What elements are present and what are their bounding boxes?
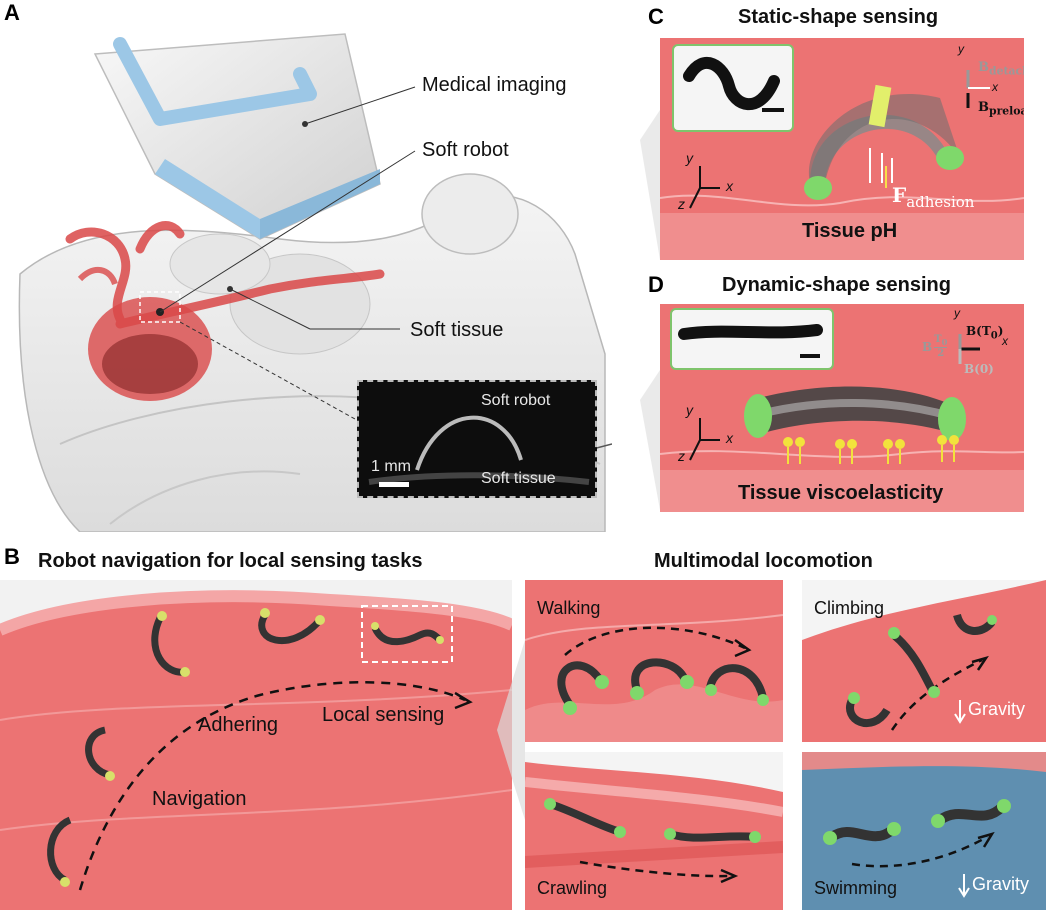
c-axis-y: y	[686, 150, 693, 166]
b-half-den: 2	[937, 348, 945, 359]
d-b-axis-y: y	[954, 306, 960, 320]
label-adhering: Adhering	[198, 714, 279, 736]
c-caption: Tissue pH	[802, 220, 898, 242]
swimming-illustration	[802, 752, 1046, 898]
panel-b-scene: Adhering Local sensing Navigation	[0, 580, 512, 910]
static-shape-illustration	[660, 70, 1024, 260]
inset-soft-tissue-label: Soft tissue	[481, 470, 556, 487]
b-half-num: T0	[934, 334, 948, 348]
navigation-path	[78, 681, 466, 891]
scale-bar	[379, 482, 409, 487]
b-detach-label: Bdetach	[978, 60, 1024, 78]
c-b-axis-y: y	[958, 42, 964, 56]
b-detach-symbol: B	[978, 60, 989, 75]
b-preload-sub: preload	[989, 104, 1024, 118]
panel-c-scene: y x z y x Bdetach Bpreload Fadhesion Tis…	[660, 38, 1024, 260]
static-photo-inset	[672, 44, 794, 132]
b-t0-text: B(T	[966, 324, 991, 338]
panel-a-letter: A	[4, 0, 20, 25]
ultrasound-inset: Soft robot Soft tissue 1 mm	[357, 380, 597, 498]
inset-soft-robot-label: Soft robot	[481, 392, 551, 409]
label-soft-robot: Soft robot	[422, 139, 509, 161]
walking-label: Walking	[537, 598, 601, 618]
dynamic-photo-inset	[670, 308, 834, 370]
viscoelastic-elements	[783, 435, 959, 449]
crawling-illustration	[525, 762, 783, 910]
f-adhesion-symbol: F	[892, 183, 907, 207]
panel-d-scene: y x z y x B(T0) B T0 2 B(0) Tissue visco…	[660, 304, 1024, 512]
b-t0-sub: 0	[990, 330, 998, 342]
c-b-axis-x: x	[992, 80, 998, 94]
b-zero-label: B(0)	[964, 362, 994, 376]
walking-panel: Walking	[525, 580, 783, 742]
b-half-num-sub: 0	[941, 337, 948, 347]
label-medical-imaging: Medical imaging	[422, 74, 567, 96]
c-axis-x: x	[726, 178, 733, 194]
b-half-symbol: B	[922, 339, 933, 354]
swimming-label: Swimming	[814, 878, 898, 898]
panel-a-scene	[0, 24, 612, 532]
flat-robot-photo	[678, 324, 823, 358]
b-locomotion-connector	[497, 640, 525, 820]
f-adhesion-sub: adhesion	[906, 193, 975, 211]
label-soft-tissue: Soft tissue	[410, 319, 504, 341]
robot-navigation-1	[47, 613, 443, 884]
local-sensing-box	[361, 605, 453, 663]
panel-b-letter: B	[4, 544, 20, 569]
b-t0-close: )	[997, 324, 1004, 338]
b-preload-symbol: B	[978, 100, 989, 115]
d-axis-y: y	[686, 402, 693, 418]
panel-c-letter: C	[648, 4, 664, 29]
inset-scale-label: 1 mm	[371, 458, 411, 475]
anatomy-illustration	[18, 33, 612, 532]
s-robot-photo	[683, 57, 784, 112]
swimming-panel: Swimming Gravity	[802, 752, 1046, 910]
d-axis-x: x	[726, 430, 733, 446]
locomotion-title: Multimodal locomotion	[654, 550, 873, 572]
label-navigation: Navigation	[152, 788, 247, 810]
vessel-lumen	[0, 596, 512, 910]
panel-c-title: Static-shape sensing	[738, 6, 939, 28]
b-preload-label: Bpreload	[978, 100, 1024, 118]
c-axis-z: z	[678, 196, 685, 212]
climbing-illustration	[802, 580, 1046, 742]
crawling-label: Crawling	[537, 878, 608, 898]
climbing-gravity-label: Gravity	[968, 699, 1026, 719]
panel-d-letter: D	[648, 272, 664, 297]
b-half-fraction: T0 2	[934, 334, 948, 359]
b-detach-sub: detach	[989, 64, 1024, 78]
f-adhesion-label: Fadhesion	[892, 183, 974, 211]
b-half-label: B T0 2	[922, 334, 948, 359]
b-half-num-text: T	[934, 334, 942, 345]
climbing-panel: Climbing Gravity	[802, 580, 1046, 742]
crawling-panel: Crawling	[525, 752, 783, 910]
d-b-axis-x: x	[1002, 334, 1008, 348]
d-axis-z: z	[678, 448, 685, 464]
panel-connectors	[640, 110, 660, 510]
patient-head	[421, 173, 519, 255]
panel-b-title: Robot navigation for local sensing tasks	[38, 550, 423, 572]
swimming-gravity-label: Gravity	[972, 874, 1030, 894]
panel-d-title: Dynamic-shape sensing	[722, 274, 951, 296]
scanner-handle	[113, 37, 317, 126]
b-t0-label: B(T0)	[966, 324, 1003, 341]
label-local-sensing: Local sensing	[322, 704, 445, 726]
climbing-label: Climbing	[814, 598, 885, 618]
walking-illustration	[525, 614, 783, 742]
navigation-illustration	[0, 590, 512, 910]
dynamic-shape-illustration	[660, 334, 1024, 512]
d-caption: Tissue viscoelasticity	[738, 482, 944, 504]
ultrasound-image	[368, 415, 590, 487]
flat-robot	[755, 386, 955, 434]
